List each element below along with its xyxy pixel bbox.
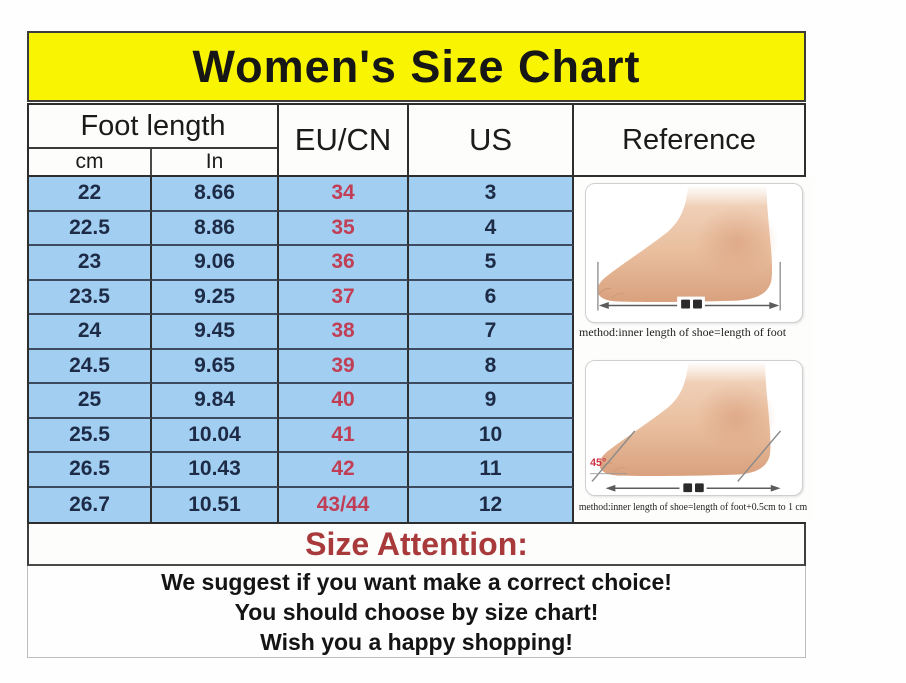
angle-guide-lines xyxy=(590,430,782,482)
page-title-text: Women's Size Chart xyxy=(192,40,641,92)
size-cell-us: 8 xyxy=(409,349,574,384)
suggestion-box: We suggest if you want make a correct ch… xyxy=(27,566,806,658)
size-cell-eu-cn: 37 xyxy=(279,280,409,315)
size-cell-in: 10.04 xyxy=(152,418,279,453)
size-cell-cm: 24 xyxy=(29,315,152,350)
suggestion-line-2: You should choose by size chart! xyxy=(234,598,599,625)
size-cell-eu-cn: 43/44 xyxy=(279,487,409,522)
size-cell-cm: 25.5 xyxy=(29,418,152,453)
foot-length-label-glyph xyxy=(677,296,706,312)
foot-side-view-angle-icon: 45° xyxy=(588,361,803,495)
method-caption-bottom: method:inner length of shoe=length of fo… xyxy=(578,502,808,513)
table-body: 22 8.66 34 3 22.5 8.86 35 4 23 9.06 36 5… xyxy=(29,177,815,522)
foot-side-view-icon xyxy=(586,184,803,312)
size-cell-eu-cn: 36 xyxy=(279,246,409,281)
size-cell-eu-cn: 40 xyxy=(279,384,409,419)
size-cell-eu-cn: 35 xyxy=(279,211,409,246)
size-cell-us: 6 xyxy=(409,280,574,315)
size-cell-eu-cn: 42 xyxy=(279,453,409,488)
size-attention-text: Size Attention: xyxy=(305,525,528,562)
header-eu-cn: EU/CN xyxy=(279,105,409,175)
size-cell-cm: 22 xyxy=(29,177,152,212)
size-cell-eu-cn: 38 xyxy=(279,315,409,350)
header-us: US xyxy=(409,105,574,175)
size-attention-heading: Size Attention: xyxy=(27,524,806,566)
foot-measure-illustration-angled: 45° xyxy=(585,360,804,496)
size-chart-table: Foot length cm In EU/CN US Reference 22 … xyxy=(27,103,815,524)
size-cell-in: 10.51 xyxy=(152,487,279,522)
foot-length-label-glyph xyxy=(679,480,707,495)
size-grid: 22 8.66 34 3 22.5 8.86 35 4 23 9.06 36 5… xyxy=(29,177,574,522)
foot-length-measure-arrow xyxy=(597,261,782,312)
foot-measure-illustration-flat xyxy=(585,183,804,323)
size-cell-in: 9.45 xyxy=(152,315,279,350)
page-title: Women's Size Chart xyxy=(27,31,806,102)
size-cell-cm: 23.5 xyxy=(29,280,152,315)
method-caption-top: method:inner length of shoe=length of fo… xyxy=(579,325,787,339)
size-cell-us: 4 xyxy=(409,211,574,246)
size-cell-in: 9.65 xyxy=(152,349,279,384)
table-header-row: Foot length cm In EU/CN US Reference xyxy=(29,105,804,177)
size-cell-us: 10 xyxy=(409,418,574,453)
size-cell-cm: 26.5 xyxy=(29,453,152,488)
angle-45-label: 45° xyxy=(590,457,606,469)
reference-panel: method:inner length of shoe=length of fo… xyxy=(574,177,815,522)
size-cell-us: 9 xyxy=(409,384,574,419)
size-cell-us: 3 xyxy=(409,177,574,212)
header-foot-length: Foot length xyxy=(80,109,226,142)
size-cell-cm: 24.5 xyxy=(29,349,152,384)
size-cell-cm: 23 xyxy=(29,246,152,281)
size-cell-us: 7 xyxy=(409,315,574,350)
size-cell-cm: 26.7 xyxy=(29,487,152,522)
suggestion-line-3: Wish you a happy shopping! xyxy=(260,628,573,655)
foot-length-measure-arrow xyxy=(605,480,781,495)
header-in: In xyxy=(205,150,224,173)
suggestion-line-1: We suggest if you want make a correct ch… xyxy=(161,568,672,595)
size-cell-in: 10.43 xyxy=(152,453,279,488)
size-cell-us: 11 xyxy=(409,453,574,488)
size-cell-eu-cn: 34 xyxy=(279,177,409,212)
size-cell-us: 12 xyxy=(409,487,574,522)
size-cell-in: 8.86 xyxy=(152,211,279,246)
size-cell-us: 5 xyxy=(409,246,574,281)
size-cell-in: 9.25 xyxy=(152,280,279,315)
size-cell-eu-cn: 41 xyxy=(279,418,409,453)
size-cell-in: 9.84 xyxy=(152,384,279,419)
size-cell-cm: 25 xyxy=(29,384,152,419)
size-cell-eu-cn: 39 xyxy=(279,349,409,384)
header-foot-length-subrow: cm In xyxy=(29,147,277,175)
header-reference: Reference xyxy=(622,123,756,156)
size-cell-in: 8.66 xyxy=(152,177,279,212)
size-cell-in: 9.06 xyxy=(152,246,279,281)
header-cm: cm xyxy=(29,149,152,175)
size-cell-cm: 22.5 xyxy=(29,211,152,246)
header-foot-length-group: Foot length cm In xyxy=(29,105,279,175)
